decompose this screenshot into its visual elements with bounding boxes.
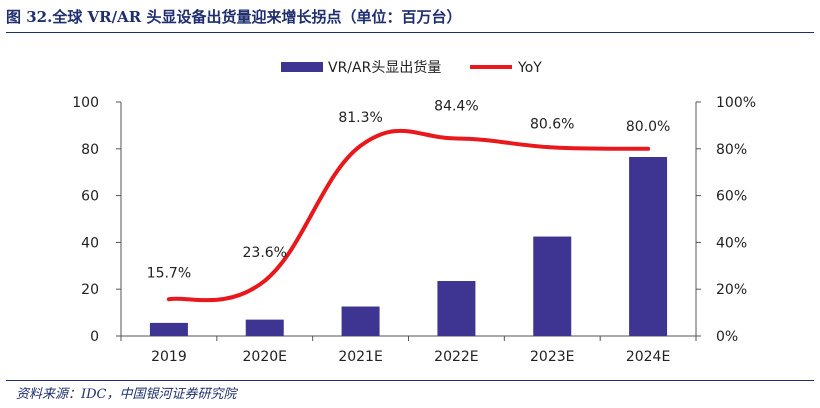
yoy-data-label: 80.0% [626, 119, 670, 135]
bar [341, 306, 380, 336]
bar [149, 322, 188, 336]
figure-source: 资料来源：IDC，中国银河证券研究院 [16, 387, 237, 402]
x-tick-label: 2024E [626, 349, 670, 365]
y-left-tick-label: 20 [81, 282, 99, 298]
bar [629, 156, 668, 336]
chart-axes: 0 20 40 60 80 100 0% 20% 40% 60% 80% 100% 2019 2020E 2… [72, 95, 756, 365]
combo-chart: 0 20 40 60 80 100 0% 20% 40% 60% 80% 100% 2019 2020E 2… [72, 59, 756, 365]
y-left-tick-label: 100 [72, 95, 99, 111]
title-divider [6, 32, 814, 33]
legend-swatch-bar [281, 62, 323, 72]
y-left-tick-label: 0 [90, 329, 99, 345]
bar [533, 236, 572, 336]
y-right-tick-label: 80% [716, 142, 747, 158]
data-labels: 15.7% 23.6% 81.3% 84.4% 80.6% 80.0% [147, 99, 671, 282]
y-right-tick-label: 20% [716, 282, 747, 298]
y-right-tick-label: 0% [716, 329, 738, 345]
yoy-data-label: 15.7% [147, 265, 191, 281]
yoy-data-label: 23.6% [243, 245, 287, 261]
bar [437, 281, 476, 336]
yoy-line [166, 128, 651, 303]
chart-legend: VR/AR头显出货量 YoY [281, 59, 542, 76]
y-right-tick-label: 40% [716, 235, 747, 251]
x-tick-label: 2021E [338, 349, 382, 365]
legend-label-line: YoY [517, 60, 542, 76]
yoy-data-label: 80.6% [530, 116, 574, 132]
yoy-data-label: 84.4% [434, 99, 478, 115]
yoy-data-label: 81.3% [338, 110, 382, 126]
bar-series [149, 156, 668, 336]
source-divider [6, 380, 814, 381]
figure-title: 图 32.全球 VR/AR 头显设备出货量迎来增长拐点（单位：百万台） [6, 8, 462, 26]
y-left-tick-label: 80 [81, 142, 99, 158]
y-left-tick-label: 40 [81, 235, 99, 251]
legend-label-bar: VR/AR头显出货量 [328, 59, 441, 76]
x-tick-label: 2023E [530, 349, 574, 365]
y-right-tick-label: 100% [716, 95, 756, 111]
x-tick-label: 2022E [434, 349, 478, 365]
x-tick-label: 2020E [243, 349, 287, 365]
line-series [166, 128, 651, 303]
x-tick-label: 2019 [151, 349, 187, 365]
y-right-tick-label: 60% [716, 189, 747, 205]
bar [245, 319, 284, 336]
y-left-tick-label: 60 [81, 189, 99, 205]
